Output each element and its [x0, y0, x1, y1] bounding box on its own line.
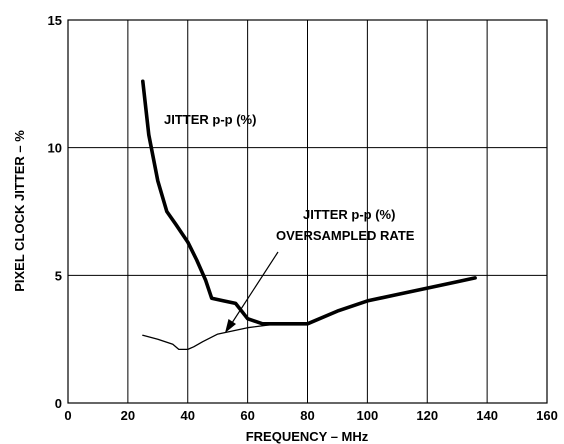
annotation-arrowhead [225, 319, 236, 333]
annotation-jitter-label: JITTER p-p (%) [164, 112, 256, 127]
y-tick-label-2: 10 [48, 141, 62, 156]
annotation-arrow [229, 251, 279, 327]
series-line-jitter-oversampled [142, 321, 309, 351]
annotation-oversampled-line2: OVERSAMPLED RATE [276, 228, 415, 243]
x-tick-label-3: 60 [240, 408, 254, 423]
annotation-oversampled-line1: JITTER p-p (%) [303, 207, 395, 222]
x-tick-label-7: 140 [476, 408, 498, 423]
x-tick-label-0: 0 [64, 408, 71, 423]
series-line-jitter [141, 79, 477, 326]
y-tick-label-1: 5 [55, 268, 62, 283]
x-axis-title: FREQUENCY – MHz [246, 429, 369, 444]
plot-border [67, 19, 548, 404]
x-tick-label-1: 20 [121, 408, 135, 423]
x-tick-label-8: 160 [536, 408, 558, 423]
y-tick-labels: 0 5 10 15 [48, 13, 62, 411]
y-tick-label-3: 15 [48, 13, 62, 28]
x-tick-label-2: 40 [181, 408, 195, 423]
x-tick-labels: 0 20 40 60 80 100 120 140 160 [64, 408, 557, 423]
x-tick-label-6: 120 [416, 408, 438, 423]
y-axis-title: PIXEL CLOCK JITTER – % [12, 130, 27, 292]
series-lines [141, 79, 477, 351]
x-tick-label-5: 100 [357, 408, 379, 423]
y-tick-label-0: 0 [55, 396, 62, 411]
x-tick-label-4: 80 [300, 408, 314, 423]
grid-lines [68, 20, 547, 403]
